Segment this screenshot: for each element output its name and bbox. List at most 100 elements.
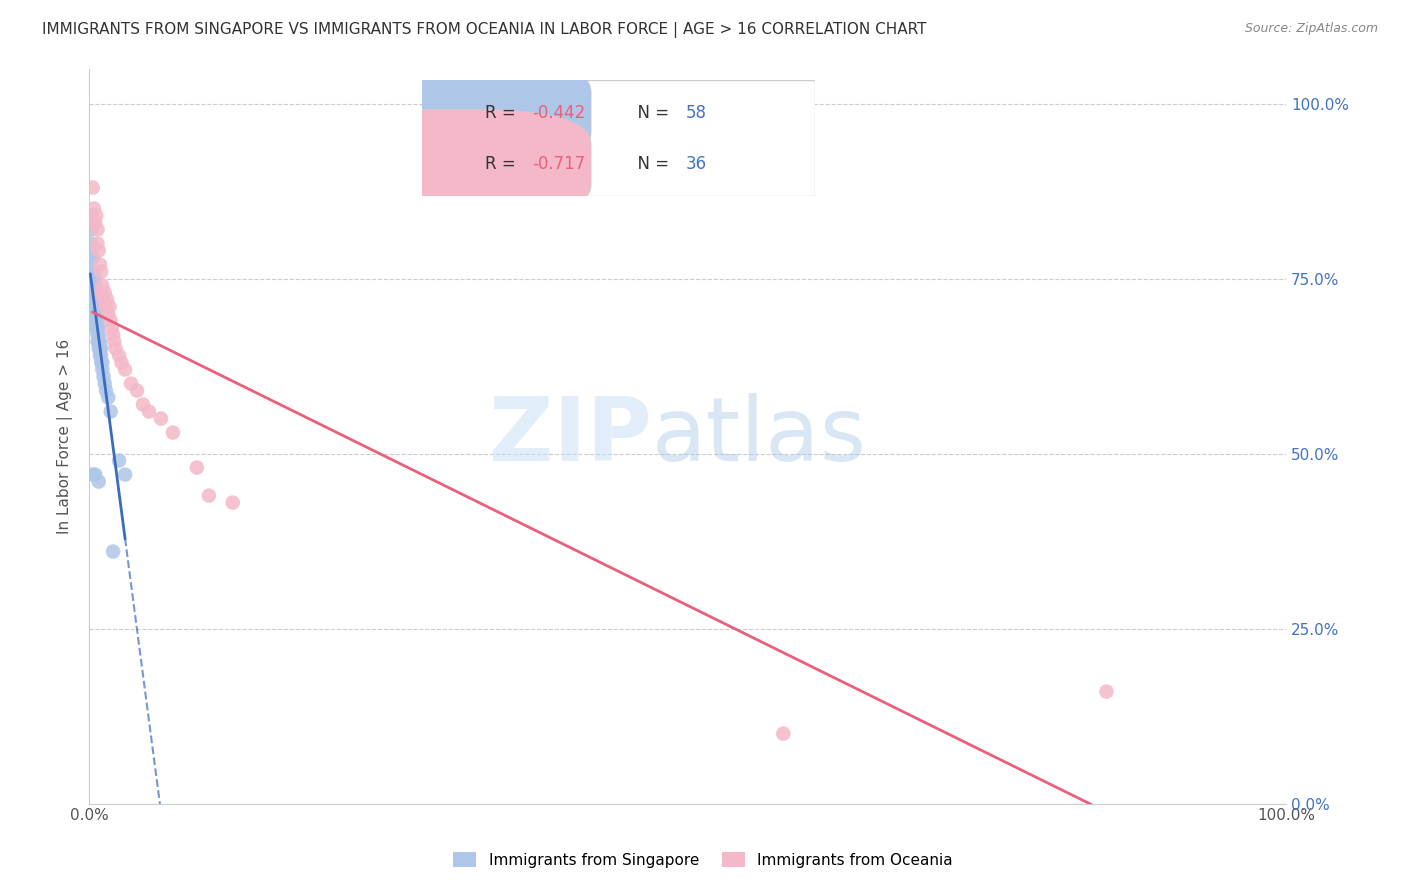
Point xyxy=(83,278,105,293)
Point xyxy=(120,376,142,391)
Point xyxy=(91,355,114,369)
Point xyxy=(90,355,112,369)
Point xyxy=(84,285,107,300)
Point xyxy=(82,271,104,285)
Point xyxy=(91,362,114,376)
Point xyxy=(87,334,110,349)
Point xyxy=(89,334,111,349)
Text: -0.442: -0.442 xyxy=(531,103,585,121)
Text: IMMIGRANTS FROM SINGAPORE VS IMMIGRANTS FROM OCEANIA IN LABOR FORCE | AGE > 16 C: IMMIGRANTS FROM SINGAPORE VS IMMIGRANTS … xyxy=(42,22,927,38)
Point xyxy=(104,342,127,356)
Point xyxy=(186,460,208,475)
Point xyxy=(84,215,107,229)
Point xyxy=(82,264,104,278)
Point xyxy=(86,334,108,349)
Point xyxy=(97,391,120,405)
Point xyxy=(138,404,160,418)
FancyBboxPatch shape xyxy=(315,57,591,168)
Text: atlas: atlas xyxy=(651,392,866,480)
Point xyxy=(87,475,110,489)
Point xyxy=(80,222,103,236)
Point xyxy=(110,355,132,369)
Point xyxy=(86,313,108,327)
Point xyxy=(93,369,115,384)
Point xyxy=(83,300,105,314)
Point xyxy=(79,236,101,251)
Point xyxy=(86,236,108,251)
Point xyxy=(86,293,108,307)
Y-axis label: In Labor Force | Age > 16: In Labor Force | Age > 16 xyxy=(58,338,73,533)
Point xyxy=(93,285,115,300)
Point xyxy=(89,258,111,272)
Point xyxy=(84,300,107,314)
Point xyxy=(84,313,107,327)
Point xyxy=(94,384,117,398)
Point xyxy=(89,349,111,363)
Point xyxy=(87,342,110,356)
Point xyxy=(772,726,794,740)
Point xyxy=(86,320,108,334)
Point xyxy=(100,404,122,418)
Point xyxy=(90,285,112,300)
Point xyxy=(101,320,124,334)
Point xyxy=(84,467,107,482)
Point xyxy=(93,376,115,391)
Point xyxy=(82,278,104,293)
Point xyxy=(93,293,115,307)
Point xyxy=(100,313,122,327)
Point xyxy=(83,293,105,307)
Point xyxy=(90,349,112,363)
Point xyxy=(91,278,114,293)
Point xyxy=(103,334,125,349)
Point xyxy=(114,362,136,376)
Point xyxy=(101,544,124,558)
Point xyxy=(90,264,112,278)
Point xyxy=(84,271,107,285)
Point xyxy=(83,264,105,278)
Text: N =: N = xyxy=(627,155,673,173)
Point xyxy=(125,384,148,398)
Text: R =: R = xyxy=(485,103,520,121)
Point xyxy=(108,349,131,363)
FancyBboxPatch shape xyxy=(315,109,591,219)
Point xyxy=(86,320,108,334)
Point xyxy=(86,209,108,223)
Text: 36: 36 xyxy=(686,155,707,173)
Point xyxy=(1095,684,1118,698)
Point xyxy=(79,209,101,223)
Point xyxy=(86,222,108,236)
Point xyxy=(96,293,118,307)
Point xyxy=(82,180,104,194)
Point xyxy=(84,278,107,293)
Point xyxy=(222,495,245,509)
Text: ZIP: ZIP xyxy=(489,392,651,480)
Point xyxy=(89,342,111,356)
Point xyxy=(101,327,124,342)
FancyBboxPatch shape xyxy=(422,80,815,196)
Text: -0.717: -0.717 xyxy=(531,155,585,173)
Point xyxy=(97,307,120,321)
Point xyxy=(149,411,172,425)
Point xyxy=(114,467,136,482)
Point xyxy=(82,285,104,300)
Point xyxy=(84,293,107,307)
Point xyxy=(86,313,108,327)
Point xyxy=(84,320,107,334)
Point xyxy=(90,342,112,356)
Point xyxy=(162,425,184,440)
Point xyxy=(198,489,221,503)
Point xyxy=(86,307,108,321)
Point xyxy=(108,453,131,467)
Point xyxy=(87,244,110,258)
Point xyxy=(83,271,105,285)
Point xyxy=(87,327,110,342)
Text: Source: ZipAtlas.com: Source: ZipAtlas.com xyxy=(1244,22,1378,36)
Text: N =: N = xyxy=(627,103,673,121)
Point xyxy=(94,300,117,314)
Point xyxy=(98,300,121,314)
Point xyxy=(83,202,105,216)
Point xyxy=(83,285,105,300)
Point xyxy=(87,320,110,334)
Point xyxy=(82,467,104,482)
Point xyxy=(83,307,105,321)
